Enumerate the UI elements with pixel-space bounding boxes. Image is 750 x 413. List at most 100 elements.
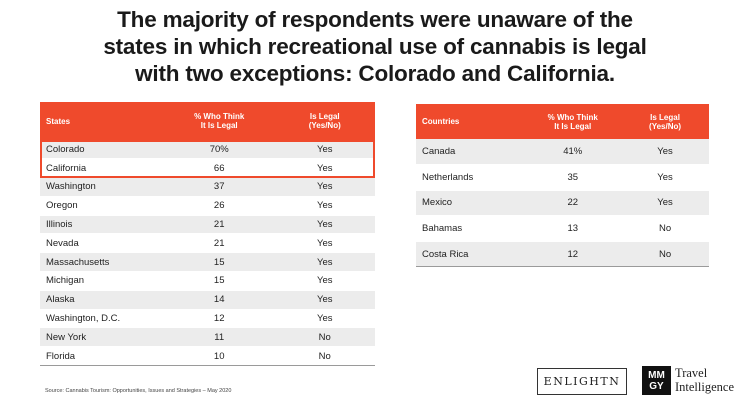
row-label: Michigan (40, 271, 164, 291)
percent-cell: 22 (524, 190, 622, 217)
table-row: Nevada 21 Yes (40, 233, 375, 254)
legal-status-cell: Yes (274, 252, 375, 273)
mmgy-mark-line: GY (649, 380, 664, 392)
mmgy-text-line: Intelligence (675, 380, 734, 394)
percent-cell: 35 (524, 164, 622, 191)
row-label: Bahamas (416, 215, 525, 242)
table-header-row: States% Who Think It Is Legal Is Legal (Yes… (40, 102, 375, 140)
row-label: Massachusetts (40, 252, 164, 273)
legal-status-cell: Yes (274, 271, 375, 291)
legal-status-cell: Yes (274, 309, 375, 329)
table-row: Netherlands 35 Yes (416, 164, 709, 191)
table-row: Colorado 70% Yes (40, 140, 375, 160)
column-header-line: Countries (422, 117, 460, 126)
percent-cell: 26 (163, 196, 275, 216)
table-row: Canada 41% Yes (416, 139, 709, 166)
legal-status-cell: Yes (274, 177, 375, 197)
countries-table: Countries% Who Think It Is Legal Is Legal(… (416, 104, 709, 268)
legal-status-cell: Yes (274, 233, 375, 254)
table-row: Illinois 21 Yes (40, 215, 375, 235)
legal-status-cell: No (621, 215, 709, 242)
percent-cell: 66 (163, 158, 275, 179)
legal-status-cell: No (274, 327, 375, 348)
column-header: Is Legal (Yes/No) (621, 104, 709, 139)
column-header: % Who Think It Is Legal (524, 104, 622, 139)
enlightn-logo: ENLIGHTN (537, 368, 627, 395)
row-label: New York (40, 327, 164, 348)
percent-cell: 11 (163, 327, 275, 348)
percent-cell: 14 (163, 290, 275, 310)
table-row: Costa Rica 12 No (416, 241, 709, 268)
column-header: Countries (416, 104, 525, 139)
column-header-line: Is Legal (309, 112, 340, 121)
row-label: Netherlands (416, 164, 525, 191)
row-label: Colorado (40, 140, 164, 160)
table-row: California 66 Yes (40, 158, 375, 179)
column-header: States (40, 102, 164, 140)
table-row: Washington, D.C. 12 Yes (40, 309, 375, 329)
row-label: Canada (416, 139, 525, 166)
table-row: Washington 37 Yes (40, 177, 375, 197)
legal-status-cell: Yes (274, 196, 375, 216)
title-line: with two exceptions: Colorado and Califo… (135, 61, 615, 86)
legal-status-cell: Yes (274, 140, 375, 160)
percent-cell: 41% (524, 139, 622, 166)
row-label: Mexico (416, 190, 525, 217)
column-header-line: (Yes/No) (308, 121, 341, 130)
percent-cell: 70% (163, 140, 275, 160)
mmgy-mark-line: MM (648, 369, 665, 381)
row-label: Alaska (40, 290, 164, 310)
states-table: States% Who Think It Is Legal Is Legal (Yes… (40, 102, 375, 367)
percent-cell: 13 (524, 215, 622, 242)
legal-status-cell: Yes (621, 164, 709, 191)
source-note: Source: Cannabis Tourism: Opportunities,… (45, 388, 232, 394)
legal-status-cell: No (621, 241, 709, 268)
row-label: Nevada (40, 233, 164, 254)
row-label: Illinois (40, 215, 164, 235)
table-header-row: Countries% Who Think It Is Legal Is Legal(… (416, 104, 709, 139)
title-line: states in which recreational use of cann… (103, 34, 647, 59)
table-row: Oregon 26 Yes (40, 196, 375, 216)
table-row: Alaska 14 Yes (40, 290, 375, 310)
column-header: Is Legal (Yes/No) (274, 102, 375, 140)
row-label: Florida (40, 346, 164, 367)
percent-cell: 15 (163, 271, 275, 291)
row-label: Washington (40, 177, 164, 197)
column-header-line: % Who Think (194, 112, 245, 121)
title-line: The majority of respondents were unaware… (117, 7, 633, 32)
table-row: Bahamas 13 No (416, 215, 709, 242)
row-label: Costa Rica (416, 241, 525, 268)
page-title: The majority of respondents were unaware… (0, 6, 750, 87)
percent-cell: 37 (163, 177, 275, 197)
legal-status-cell: Yes (274, 290, 375, 310)
table-row: Massachusetts 15 Yes (40, 252, 375, 273)
percent-cell: 12 (163, 309, 275, 329)
column-header-line: Is Legal (650, 112, 680, 122)
table-row: New York 11 No (40, 327, 375, 348)
row-label: Washington, D.C. (40, 309, 164, 329)
column-header-line: It Is Legal (554, 121, 592, 131)
table-row: Michigan 15 Yes (40, 271, 375, 291)
column-header-line: % Who Think (547, 112, 598, 122)
column-header-line: (Yes/No) (649, 121, 682, 131)
row-label: California (40, 158, 164, 179)
percent-cell: 21 (163, 215, 275, 235)
table-row: Mexico 22 Yes (416, 190, 709, 217)
legal-status-cell: Yes (621, 190, 709, 217)
legal-status-cell: Yes (621, 139, 709, 166)
table-row: Florida 10 No (40, 346, 375, 367)
mmgy-logo-text: Travel Intelligence (675, 366, 734, 394)
mmgy-logo-mark: MM GY (642, 366, 671, 395)
percent-cell: 10 (163, 346, 275, 367)
column-header: % Who Think It Is Legal (163, 102, 275, 140)
column-header-line: It Is Legal (200, 121, 238, 130)
row-label: Oregon (40, 196, 164, 216)
percent-cell: 21 (163, 233, 275, 254)
legal-status-cell: Yes (274, 215, 375, 235)
column-header-line: States (46, 116, 71, 126)
percent-cell: 15 (163, 252, 275, 273)
legal-status-cell: No (274, 346, 375, 367)
percent-cell: 12 (524, 241, 622, 268)
mmgy-text-line: Travel (675, 366, 708, 380)
legal-status-cell: Yes (274, 158, 375, 179)
